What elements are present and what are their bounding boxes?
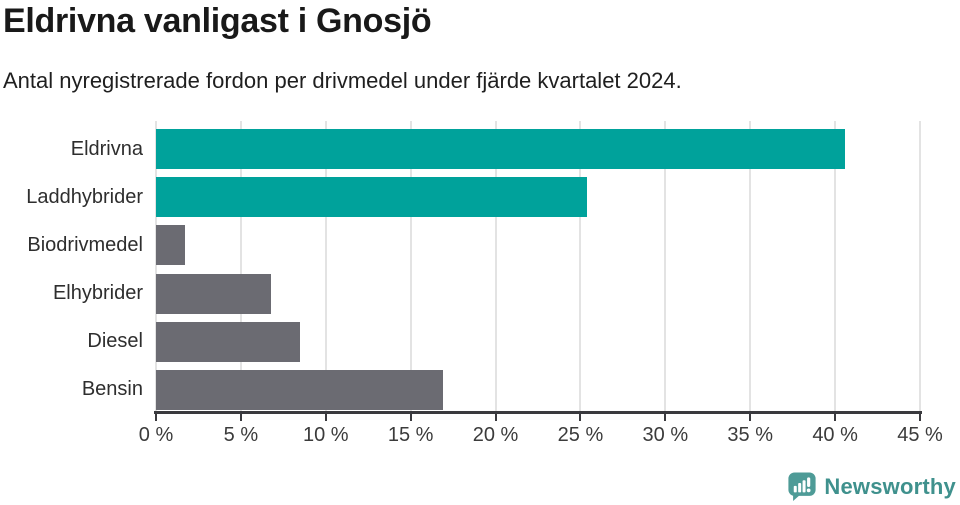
x-axis-tick [155, 414, 157, 421]
x-axis-tick [664, 414, 667, 421]
category-label-diesel: Diesel [87, 330, 143, 353]
gridline [664, 121, 667, 414]
x-axis-tick-label: 15 % [387, 424, 434, 446]
gridline [749, 121, 752, 414]
x-axis-tick-labels: 0 % 5 % 10 % 15 % 20 % 25 % 30 % 35 % 40 % 45 % [139, 424, 943, 448]
category-label-elhybrider: Elhybrider [52, 282, 143, 305]
bar-laddhybrider [156, 177, 588, 218]
x-axis-tick [749, 414, 752, 421]
bar-bensin [156, 369, 443, 410]
bar-row [156, 173, 920, 221]
gridline [409, 121, 412, 414]
newsworthy-logo-icon [788, 472, 816, 502]
x-axis-tick-label: 20 % [472, 424, 519, 446]
x-axis-tick-label: 0 % [138, 424, 174, 446]
bar-eldrivna [156, 129, 846, 170]
gridline [579, 121, 582, 414]
y-axis-category-labels: Eldrivna Laddhybrider Biodrivmedel Elhybrid… [0, 125, 143, 414]
category-label-laddhybrider: Laddhybrider [26, 185, 143, 208]
chart-title: Eldrivna vanligast i Gnosjö [3, 2, 432, 40]
category-label-biodrivmedel: Biodrivmedel [27, 233, 143, 256]
x-axis-tick-label: 35 % [727, 424, 774, 446]
x-axis-tick [919, 414, 921, 421]
x-axis-tick [579, 414, 582, 421]
category-label-eldrivna: Eldrivna [70, 137, 143, 160]
x-axis-tick-label: 5 % [223, 424, 259, 446]
bar-row [156, 366, 920, 414]
gridline [834, 121, 837, 414]
bar-biodrivmedel [156, 225, 185, 266]
bar-row [156, 270, 920, 318]
x-axis-tick-label: 45 % [897, 424, 943, 446]
gridlines [155, 121, 921, 414]
x-axis-tick-label: 30 % [642, 424, 689, 446]
x-axis-tick [239, 414, 242, 421]
newsworthy-brand-link[interactable]: Newsworthy [787, 471, 956, 502]
x-axis-ticks [155, 414, 921, 422]
gridline [324, 121, 327, 414]
x-axis-tick [324, 414, 327, 421]
chart-subtitle: Antal nyregistrerade fordon per drivmede… [3, 68, 682, 93]
brand-name: Newsworthy [824, 473, 956, 499]
bar-diesel [156, 321, 301, 362]
gridline [239, 121, 242, 414]
x-axis-tick [409, 414, 412, 421]
bar-elhybrider [156, 273, 272, 314]
x-axis-tick-label: 25 % [557, 424, 604, 446]
x-axis-tick-label: 10 % [302, 424, 349, 446]
bar-row [156, 318, 920, 366]
bar-series [156, 125, 920, 414]
bar-row [156, 221, 920, 269]
gridline [155, 121, 157, 414]
gridline [494, 121, 497, 414]
x-axis-tick [494, 414, 497, 421]
category-label-bensin: Bensin [81, 378, 143, 401]
bar-row [156, 125, 920, 173]
x-axis-tick-label: 40 % [812, 424, 858, 446]
x-axis-tick [834, 414, 837, 421]
gridline [919, 121, 921, 414]
x-axis-line [154, 411, 922, 414]
